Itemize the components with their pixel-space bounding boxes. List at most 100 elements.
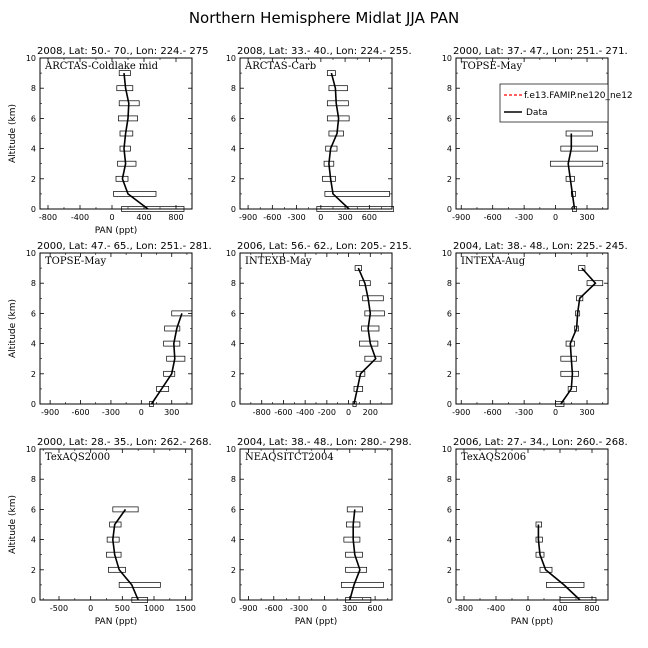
y-tick-label: 8 [447, 84, 452, 93]
x-tick-label: -600 [274, 408, 292, 417]
panel-9: 2006, Lat: 27.- 34., Lon: 260.- 268. 0 2 4 6… [442, 437, 628, 627]
x-tick-label: 300 [337, 213, 352, 222]
range-box [164, 325, 181, 332]
range-box [359, 340, 379, 347]
x-tick-label: 300 [579, 408, 594, 417]
y-tick-label: 8 [231, 84, 236, 93]
y-tick-label: 2 [31, 566, 36, 575]
x-tick-label: -300 [288, 213, 306, 222]
panel-2: 2008, Lat: 33.- 40., Lon: 224.- 255. 0 2 4 6… [226, 46, 412, 222]
y-tick-label: 10 [442, 54, 452, 63]
range-box [586, 280, 604, 287]
campaign-label: TOPSE-May [45, 256, 107, 267]
y-tick-label: 2 [447, 175, 452, 184]
y-tick-label: 2 [231, 370, 236, 379]
range-box [560, 355, 577, 362]
campaign-label: TexAQS2006 [461, 452, 526, 463]
y-tick-label: 0 [447, 205, 452, 214]
panel-8: 2004, Lat: 38.- 48., Lon: 280.- 298. 0 2 4 6… [226, 437, 412, 627]
x-tick-label: 0 [553, 408, 558, 417]
y-tick-label: 6 [31, 309, 36, 318]
y-tick-label: 10 [226, 445, 236, 454]
y-tick-label: 10 [442, 445, 452, 454]
range-box [131, 597, 149, 603]
x-tick-label: 600 [362, 213, 377, 222]
panel-header: 2006, Lat: 56.- 62., Lon: 205.- 215. [237, 241, 412, 252]
y-tick-label: 0 [31, 400, 36, 409]
campaign-label: TOPSE-May [461, 61, 523, 72]
y-tick-label: 10 [26, 445, 36, 454]
data-profile-line [567, 133, 576, 210]
x-axis-title: PAN (ppt) [95, 617, 138, 627]
panel-header: 2004, Lat: 38.- 48., Lon: 225.- 245. [453, 241, 628, 252]
x-tick-label: 0 [109, 213, 114, 222]
range-box [546, 582, 585, 588]
x-tick-label: 800 [584, 604, 599, 613]
x-tick-label: -300 [515, 213, 533, 222]
range-box [567, 386, 577, 392]
legend-box [499, 83, 609, 123]
y-tick-label: 8 [447, 475, 452, 484]
y-tick-label: 10 [226, 249, 236, 258]
x-tick-label: -400 [71, 213, 89, 222]
range-box [345, 566, 368, 573]
y-tick-label: 4 [31, 536, 36, 545]
x-tick-label: 0 [346, 408, 351, 417]
y-tick-label: 4 [31, 145, 36, 154]
y-tick-label: 0 [447, 596, 452, 605]
x-axis-title: PAN (ppt) [511, 617, 554, 627]
y-tick-label: 2 [231, 566, 236, 575]
x-tick-label: -900 [41, 408, 59, 417]
x-tick-label: 0 [553, 213, 558, 222]
range-box [354, 265, 362, 271]
plot-frame [239, 252, 393, 405]
range-box [109, 521, 122, 528]
range-box [565, 130, 593, 137]
y-tick-label: 4 [231, 145, 236, 154]
y-tick-label: 2 [447, 566, 452, 575]
plot-frame [39, 57, 193, 210]
range-box [362, 295, 384, 302]
y-tick-label: 0 [447, 400, 452, 409]
legend-model-label: f.e13.FAMIP.ne120_ne12 [524, 91, 633, 101]
y-tick-label: 2 [447, 370, 452, 379]
y-tick-label: 0 [231, 596, 236, 605]
x-tick-label: -800 [253, 408, 271, 417]
panel-1: 2008, Lat: 50.- 70., Lon: 224.- 275 0 2 4 6 8… [8, 46, 208, 236]
y-tick-label: 6 [447, 505, 452, 514]
campaign-label: INTEXA-Aug [461, 256, 526, 267]
data-profile-line [353, 267, 377, 405]
y-tick-label: 6 [31, 114, 36, 123]
y-tick-label: 0 [31, 596, 36, 605]
x-tick-label: -600 [265, 604, 283, 613]
data-profile-line [111, 508, 139, 601]
y-tick-label: 10 [226, 54, 236, 63]
plot-frame [455, 252, 609, 405]
panel-grid: 2008, Lat: 50.- 70., Lon: 224.- 275 0 2 4 6 8… [8, 46, 633, 627]
x-tick-label: 300 [164, 408, 179, 417]
range-box [121, 206, 185, 212]
range-box [118, 582, 161, 588]
range-box [328, 85, 348, 92]
panel-6: 2004, Lat: 38.- 48., Lon: 225.- 245. 0 2 4 6… [442, 241, 628, 417]
y-tick-label: 8 [31, 84, 36, 93]
y-tick-label: 8 [231, 475, 236, 484]
range-box [343, 536, 361, 543]
y-tick-label: 8 [31, 475, 36, 484]
data-profile-line [349, 509, 361, 601]
panel-header: 2008, Lat: 50.- 70., Lon: 224.- 275 [37, 46, 208, 57]
plot-frame [239, 448, 393, 601]
y-tick-label: 6 [231, 309, 236, 318]
range-box [119, 145, 131, 152]
x-tick-label: -400 [487, 604, 505, 613]
panel-5: 2006, Lat: 56.- 62., Lon: 205.- 215. 0 2 4 6… [226, 241, 412, 417]
x-tick-label: -500 [50, 604, 68, 613]
x-tick-label: -800 [455, 604, 473, 613]
range-box [163, 370, 176, 377]
range-box [163, 340, 181, 347]
range-box [324, 191, 390, 197]
y-tick-label: 4 [447, 145, 452, 154]
range-box [555, 401, 565, 407]
y-tick-label: 4 [231, 536, 236, 545]
x-tick-label: -600 [484, 213, 502, 222]
